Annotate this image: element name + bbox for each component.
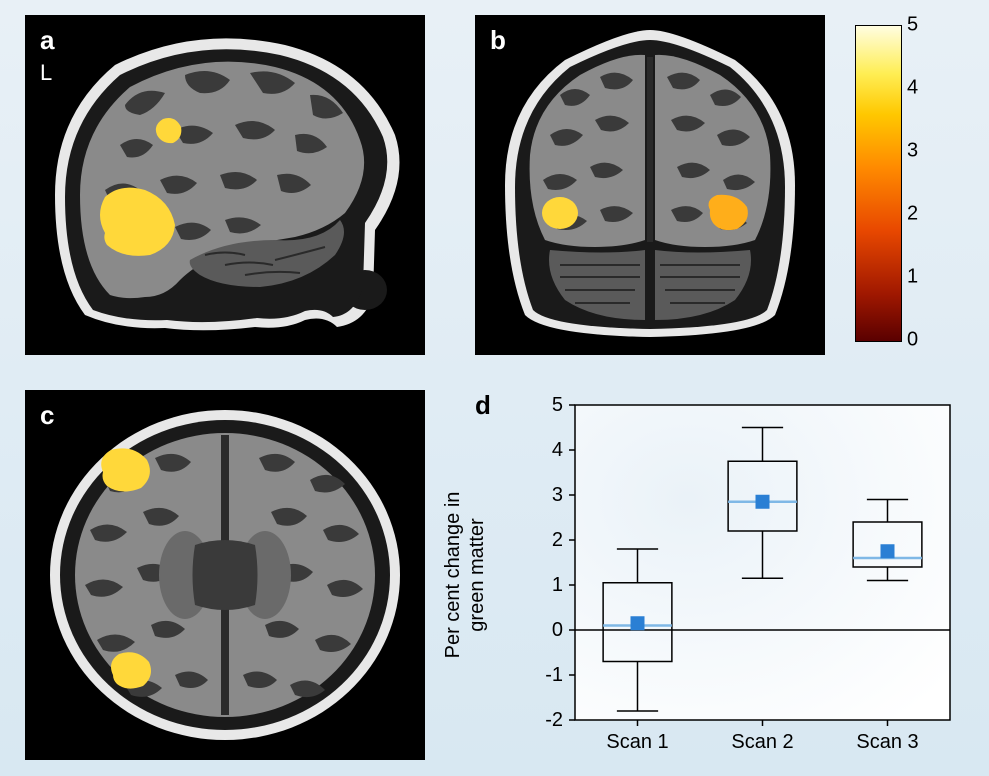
svg-text:Scan 1: Scan 1 — [606, 731, 668, 753]
panel-b-label: b — [490, 25, 506, 56]
ylabel-line1: Per cent change in — [442, 492, 464, 659]
boxplot-ylabel: Per cent change in green matter — [441, 492, 489, 659]
panel-c-label: c — [40, 400, 54, 431]
boxplot-svg: -2 -1 0 1 2 3 4 5 Scan 1 Scan 2 Scan 3 — [505, 390, 965, 760]
hemisphere-label: L — [40, 60, 52, 86]
colorbar-svg — [855, 25, 902, 342]
panel-d-boxplot: d Per cent change in green matter -2-101… — [475, 390, 965, 760]
colorbar-tick-label: 4 — [907, 77, 918, 100]
svg-text:Scan 2: Scan 2 — [731, 731, 793, 753]
panel-d-label: d — [475, 390, 491, 421]
midbrain-c — [193, 540, 258, 610]
colorbar-tick-label: 1 — [907, 266, 918, 289]
panel-c-axial: c — [25, 390, 425, 760]
svg-text:2: 2 — [552, 529, 563, 551]
svg-text:-2: -2 — [545, 709, 563, 731]
brain-sagittal-svg — [25, 15, 425, 355]
svg-text:1: 1 — [552, 574, 563, 596]
panel-a-sagittal: a L — [25, 15, 425, 355]
svg-text:0: 0 — [552, 619, 563, 641]
colorbar-tick-label: 5 — [907, 14, 918, 37]
activation-b-left — [542, 197, 578, 229]
svg-text:-1: -1 — [545, 664, 563, 686]
brain-axial-svg — [25, 390, 425, 760]
svg-text:4: 4 — [552, 439, 563, 461]
ylabel-line2: green matter — [466, 518, 488, 631]
colorbar-tick-label: 0 — [907, 329, 918, 352]
svg-text:Scan 3: Scan 3 — [856, 731, 918, 753]
panel-a-label: a — [40, 25, 54, 56]
colorbar-tick-label: 3 — [907, 140, 918, 163]
svg-text:3: 3 — [552, 484, 563, 506]
colorbar-container: 0 1 2 3 4 5 — [855, 15, 965, 355]
panel-b-coronal: b — [475, 15, 825, 355]
svg-text:5: 5 — [552, 394, 563, 416]
colorbar-tick-label: 2 — [907, 203, 918, 226]
longitudinal-fissure — [647, 57, 653, 242]
brain-coronal-svg — [475, 15, 825, 355]
